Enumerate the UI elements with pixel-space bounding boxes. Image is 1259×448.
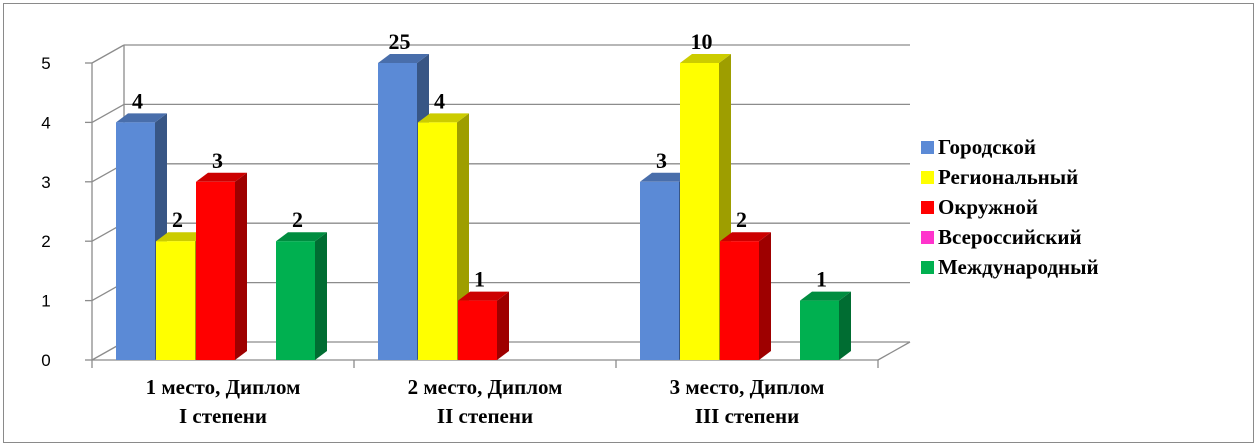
bar (116, 122, 155, 361)
legend-label: Международный (938, 255, 1099, 279)
bar-side (759, 232, 771, 360)
data-label: 3 (212, 148, 223, 173)
bar (720, 241, 759, 360)
bar-top (458, 291, 509, 301)
data-label: 3 (656, 148, 667, 173)
legend-label: Городской (938, 135, 1036, 159)
data-label: 25 (389, 29, 411, 54)
legend-swatch (921, 171, 934, 184)
x-category-label: II степени (437, 404, 533, 428)
y-tick-label: 1 (41, 292, 50, 311)
bar (458, 300, 497, 360)
x-category-label: 2 место, Диплом (408, 375, 563, 399)
y-tick-label: 5 (41, 54, 50, 73)
data-label: 4 (434, 88, 445, 113)
legend-swatch (921, 231, 934, 244)
bar-top (116, 113, 167, 123)
bar-side (839, 291, 851, 360)
bar (640, 181, 679, 360)
bar-top (378, 54, 429, 63)
bar (418, 122, 457, 361)
gridline-depth (91, 44, 125, 64)
legend-label: Окружной (938, 195, 1038, 219)
bar (680, 63, 719, 360)
gridline-depth (91, 103, 125, 123)
data-label: 2 (736, 207, 747, 232)
bar-top (276, 232, 327, 242)
bar (196, 181, 235, 360)
data-label: 10 (691, 29, 713, 54)
data-label: 2 (172, 207, 183, 232)
bar-side (315, 232, 327, 360)
bar-top (418, 113, 469, 123)
legend-label: Региональный (938, 165, 1078, 189)
legend-swatch (921, 201, 934, 214)
data-label: 1 (474, 267, 485, 292)
floor-edge (877, 341, 911, 361)
legend-swatch (921, 141, 934, 154)
data-label: 2 (292, 207, 303, 232)
bar-top (156, 232, 207, 242)
bar (378, 63, 417, 360)
bar-top (640, 172, 691, 182)
data-label: 4 (132, 88, 143, 113)
y-tick-label: 2 (41, 232, 50, 251)
y-tick-label: 3 (41, 173, 50, 192)
bar (276, 241, 315, 360)
x-category-label: III степени (695, 404, 799, 428)
legend-label: Всероссийский (938, 225, 1082, 249)
legend-swatch (921, 261, 934, 274)
bar-top (800, 291, 851, 301)
bar (156, 241, 195, 360)
y-tick-label: 0 (41, 351, 50, 370)
x-category-label: I степени (179, 404, 267, 428)
x-category-label: 3 место, Диплом (670, 375, 825, 399)
y-tick-label: 4 (41, 113, 50, 132)
bar (800, 300, 839, 360)
data-label: 1 (816, 267, 827, 292)
bar-top (196, 172, 247, 182)
x-category-label: 1 место, Диплом (146, 375, 301, 399)
bar-top (680, 54, 731, 63)
bar-side (235, 172, 247, 360)
bar-top (720, 232, 771, 242)
bar-side (497, 291, 509, 360)
